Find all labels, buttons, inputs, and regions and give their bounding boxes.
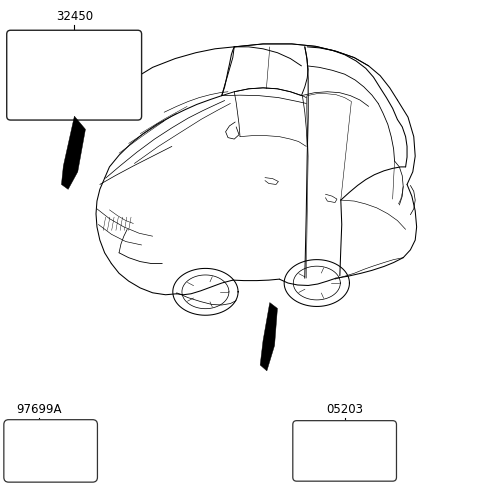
FancyBboxPatch shape <box>7 30 142 120</box>
Polygon shape <box>260 303 277 371</box>
FancyBboxPatch shape <box>4 420 97 482</box>
Text: 32450: 32450 <box>56 10 93 23</box>
FancyBboxPatch shape <box>293 421 396 481</box>
Text: 05203: 05203 <box>326 403 363 416</box>
Polygon shape <box>61 116 85 189</box>
Text: 97699A: 97699A <box>17 403 62 416</box>
